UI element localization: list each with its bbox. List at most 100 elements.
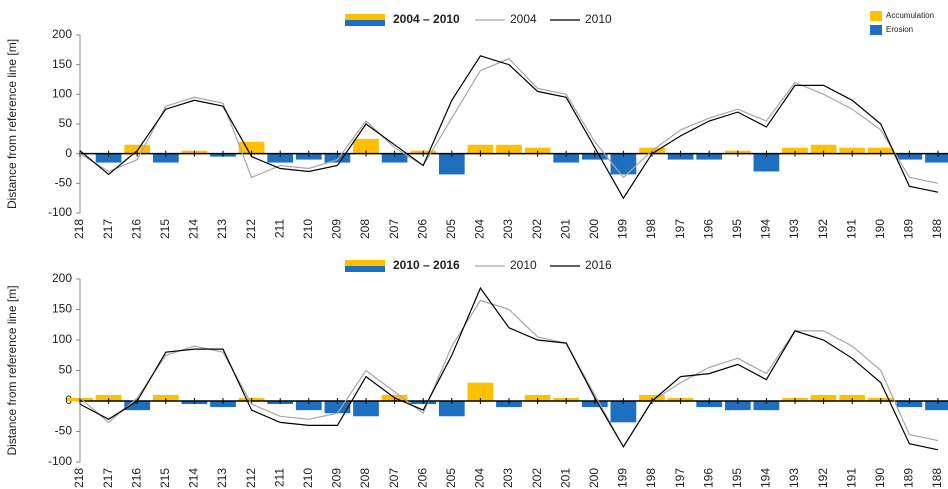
y-tick-label: 100 xyxy=(52,332,72,346)
x-tick-label: 207 xyxy=(387,219,401,239)
legend-swatch xyxy=(345,266,385,272)
change-bar xyxy=(95,394,122,401)
x-tick-label: 205 xyxy=(444,219,458,239)
x-tick-label: 203 xyxy=(501,468,515,488)
x-tick-label: 207 xyxy=(387,468,401,488)
change-bar xyxy=(639,394,665,401)
x-tick-label: 193 xyxy=(787,219,801,239)
x-tick-label: 218 xyxy=(72,468,86,488)
series-line xyxy=(79,55,939,200)
x-tick-label: 194 xyxy=(759,468,773,488)
legend-label: 2010 – 2016 xyxy=(393,258,460,272)
change-bar xyxy=(925,153,948,163)
x-tick-label: 206 xyxy=(415,468,429,488)
y-tick-label: 100 xyxy=(52,87,72,101)
x-tick-label: 192 xyxy=(816,468,830,488)
x-tick-label: 202 xyxy=(530,468,544,488)
y-tick-label: 150 xyxy=(52,302,72,316)
y-tick-label: 50 xyxy=(59,363,73,377)
change-bar xyxy=(496,144,522,154)
y-axis-label: Distance from reference line [m] xyxy=(5,39,19,209)
x-tick-label: 191 xyxy=(844,468,858,488)
legend-swatch xyxy=(345,20,385,26)
x-tick-label: 190 xyxy=(873,219,887,239)
change-bar xyxy=(753,401,780,411)
x-tick-label: 217 xyxy=(101,468,115,488)
x-tick-label: 196 xyxy=(701,219,715,239)
x-tick-label: 213 xyxy=(215,219,229,239)
legend-label: 2010 xyxy=(585,12,612,26)
x-tick-label: 218 xyxy=(72,219,86,239)
x-tick-label: 191 xyxy=(844,219,858,239)
change-bar xyxy=(553,153,580,163)
y-axis-label: Distance from reference line [m] xyxy=(5,285,19,455)
x-tick-label: 197 xyxy=(673,468,687,488)
change-bar xyxy=(839,394,866,401)
change-bar xyxy=(324,153,351,163)
legend-swatch xyxy=(870,11,882,21)
x-tick-label: 214 xyxy=(187,468,201,488)
change-bar xyxy=(581,401,608,408)
legend-swatch xyxy=(345,14,385,20)
legend-label: 2004 xyxy=(510,12,537,26)
y-tick-label: 0 xyxy=(65,146,72,160)
change-bar xyxy=(925,401,948,411)
x-tick-label: 208 xyxy=(358,219,372,239)
x-tick-label: 201 xyxy=(558,468,572,488)
legend-label: 2004 – 2010 xyxy=(393,12,460,26)
x-tick-label: 198 xyxy=(644,219,658,239)
change-bar xyxy=(353,401,379,417)
x-tick-label: 209 xyxy=(330,468,344,488)
x-tick-label: 195 xyxy=(730,219,744,239)
change-bar xyxy=(152,153,179,163)
legend-swatch xyxy=(870,25,882,35)
x-tick-label: 211 xyxy=(272,468,286,487)
change-bar xyxy=(610,153,637,175)
change-bar xyxy=(724,401,751,411)
change-bar xyxy=(95,153,122,163)
change-bar xyxy=(295,401,322,411)
legend-label: Accumulation xyxy=(886,11,934,20)
x-tick-label: 216 xyxy=(129,219,143,239)
change-bar xyxy=(753,153,780,172)
x-tick-label: 211 xyxy=(272,219,286,238)
y-tick-label: -100 xyxy=(48,454,72,468)
x-tick-label: 213 xyxy=(215,468,229,488)
change-bar xyxy=(496,401,522,408)
series-line xyxy=(79,57,939,184)
x-tick-label: 212 xyxy=(244,468,258,488)
y-tick-label: 200 xyxy=(52,27,72,41)
x-tick-label: 198 xyxy=(644,468,658,488)
change-bar xyxy=(438,153,465,175)
change-bar xyxy=(810,144,837,154)
x-tick-label: 188 xyxy=(930,468,944,488)
x-tick-label: 216 xyxy=(129,468,143,488)
x-tick-label: 217 xyxy=(101,219,115,239)
y-tick-label: 50 xyxy=(59,116,73,130)
x-tick-label: 188 xyxy=(930,219,944,239)
x-tick-label: 204 xyxy=(473,219,487,239)
y-tick-label: 200 xyxy=(52,271,72,285)
legend-label: Erosion xyxy=(886,25,913,34)
x-tick-label: 193 xyxy=(787,468,801,488)
x-tick-label: 205 xyxy=(444,468,458,488)
x-tick-label: 215 xyxy=(158,468,172,488)
x-tick-label: 215 xyxy=(158,219,172,239)
y-tick-label: -50 xyxy=(55,424,73,438)
change-bar xyxy=(896,401,923,408)
x-tick-label: 194 xyxy=(759,219,773,239)
y-tick-label: -50 xyxy=(55,176,73,190)
x-tick-label: 199 xyxy=(616,219,630,239)
x-tick-label: 200 xyxy=(587,219,601,239)
x-tick-label: 189 xyxy=(902,468,916,488)
change-bar xyxy=(124,401,151,411)
x-tick-label: 190 xyxy=(873,468,887,488)
x-tick-label: 203 xyxy=(501,219,515,239)
x-tick-label: 199 xyxy=(616,468,630,488)
x-tick-label: 208 xyxy=(358,468,372,488)
change-bar xyxy=(438,401,465,417)
x-tick-label: 192 xyxy=(816,219,830,239)
y-tick-label: 150 xyxy=(52,57,72,71)
change-bar xyxy=(696,401,723,408)
change-bar xyxy=(238,141,265,154)
